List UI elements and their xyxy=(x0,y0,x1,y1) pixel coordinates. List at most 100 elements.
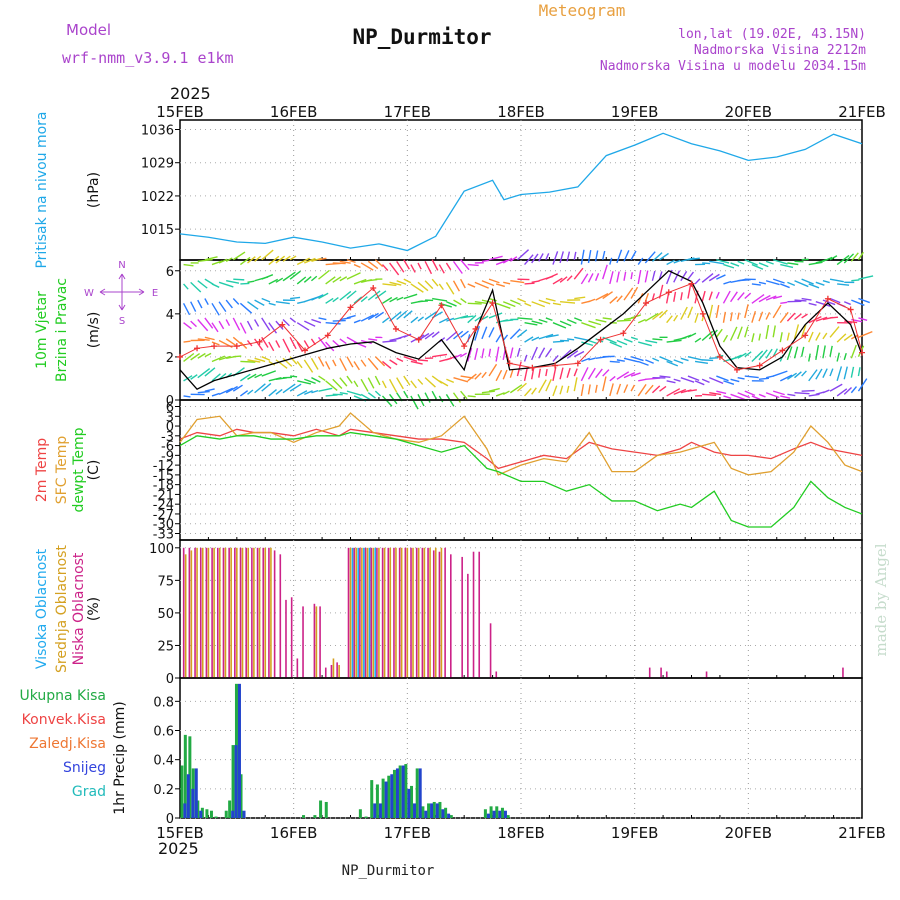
wind-vector xyxy=(616,249,623,264)
wind-vector xyxy=(552,340,564,343)
wind-vector xyxy=(538,318,548,323)
wind-vector xyxy=(687,257,700,261)
wind-vector xyxy=(708,304,714,320)
wind-vector xyxy=(211,373,221,382)
wind-vector xyxy=(822,256,833,262)
wind-vector xyxy=(758,262,769,268)
bar xyxy=(427,803,431,818)
wind-vector xyxy=(772,325,776,338)
wind-vector xyxy=(772,348,778,358)
wind-vector xyxy=(666,259,675,266)
bar xyxy=(495,671,498,678)
y-tick-label: -15 xyxy=(153,469,174,484)
gust-point xyxy=(859,349,865,356)
wind-vector xyxy=(594,250,599,262)
bar xyxy=(224,810,228,818)
wind-vector xyxy=(509,256,518,262)
bar xyxy=(313,603,316,678)
bar xyxy=(361,547,363,678)
wind-vector xyxy=(623,271,627,281)
bar xyxy=(211,547,213,678)
bar xyxy=(315,606,318,678)
wind-vector xyxy=(843,386,852,395)
wind-vector xyxy=(318,269,330,280)
wind-vector xyxy=(403,390,409,399)
wind-vector xyxy=(709,392,722,396)
wind-vector xyxy=(467,283,476,288)
wind-vector xyxy=(303,340,310,349)
gust-point xyxy=(643,300,650,307)
wind-vector xyxy=(304,320,316,327)
wind-vector xyxy=(787,393,796,397)
wind-vector xyxy=(488,348,492,357)
gust-point xyxy=(233,343,240,350)
wind-vector xyxy=(218,258,228,264)
bar xyxy=(387,547,390,678)
wind-vector xyxy=(204,336,215,341)
bar xyxy=(410,547,412,678)
wind-vector xyxy=(687,375,700,382)
bar xyxy=(450,554,452,678)
wind-vector xyxy=(552,251,559,265)
wind-vector xyxy=(765,375,775,379)
wind-vector xyxy=(239,373,251,382)
wind-vector xyxy=(403,259,410,270)
wind-vector xyxy=(432,353,448,358)
bar xyxy=(324,667,327,678)
wind-vector xyxy=(502,390,510,395)
gust-point xyxy=(597,336,604,343)
wind-vector xyxy=(758,311,764,322)
wind-vector xyxy=(829,255,838,261)
wind-vector xyxy=(588,357,596,361)
wind-vector xyxy=(779,332,783,343)
time-tick-label-bottom: 20FEB xyxy=(725,824,772,842)
credit-text: made by Angel xyxy=(872,543,890,656)
bar xyxy=(364,816,368,818)
wind-vector xyxy=(275,388,283,395)
bar xyxy=(418,768,422,818)
wind-vector xyxy=(374,259,384,268)
gust-point xyxy=(302,347,309,354)
wind-vector xyxy=(573,350,585,358)
wind-vector xyxy=(694,312,699,323)
wind-vector xyxy=(531,336,540,342)
bar xyxy=(842,667,844,678)
gust-point xyxy=(506,360,513,367)
bar xyxy=(359,547,361,678)
wind-vector xyxy=(211,341,220,346)
wind-vector xyxy=(772,278,785,284)
wind-vector xyxy=(673,359,684,364)
bar xyxy=(199,547,202,678)
bar xyxy=(228,547,230,678)
wind-vector xyxy=(716,274,726,280)
wind-vector xyxy=(581,341,594,347)
wind-vector xyxy=(339,357,347,371)
wind-vector xyxy=(183,322,192,330)
footer-station: NP_Durmitor xyxy=(342,863,435,879)
wind-vector xyxy=(218,355,231,361)
wind-vector xyxy=(644,384,654,395)
y-tick-label: 4 xyxy=(166,308,174,323)
wind-vector xyxy=(460,330,469,338)
wind-vector xyxy=(346,314,356,319)
y-tick-label: 0 xyxy=(166,672,174,687)
wind-vector xyxy=(318,292,329,300)
wind-vector xyxy=(339,377,348,387)
wind-vector xyxy=(659,252,669,261)
wind-vector xyxy=(481,390,495,394)
bar xyxy=(395,768,399,818)
wind-vector xyxy=(190,301,197,312)
wind-vector xyxy=(261,297,271,303)
wind-vector xyxy=(296,390,308,397)
y-tick-label: 0.6 xyxy=(153,725,174,740)
wind-vector xyxy=(736,312,740,320)
wind-vector xyxy=(225,319,231,327)
wind-vector xyxy=(744,304,749,319)
wind-vector xyxy=(410,334,425,343)
wind-vector xyxy=(751,283,761,286)
wind-vector xyxy=(559,367,564,380)
wind-vector xyxy=(524,302,532,307)
wind-vector xyxy=(822,299,836,306)
bar xyxy=(363,547,365,678)
wind-vector xyxy=(687,389,697,392)
